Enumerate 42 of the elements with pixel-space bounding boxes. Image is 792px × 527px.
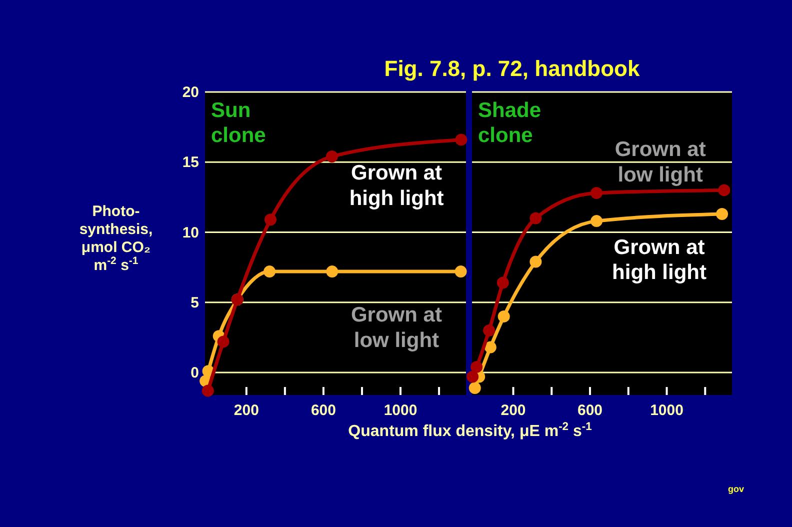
point [264, 214, 276, 226]
x-axis-title: Quantum flux density, μE m$^{-2}$ s$^{-1}$ [348, 421, 592, 440]
y-tick-label: 20 [182, 84, 199, 101]
text: Sun clone [211, 99, 266, 148]
y-tick-label: 15 [182, 154, 199, 172]
text: gov [728, 484, 744, 494]
point [466, 370, 479, 383]
series-label: Grown at high light [349, 162, 444, 210]
caption: Fig. 7.8, p. 72, handbook [384, 56, 641, 81]
y-axis-title: Photo- synthesis, μmol CO₂ m$^{-2}$ s$^{-1}$ [79, 203, 153, 274]
point [530, 256, 542, 268]
point [217, 336, 230, 348]
series-label: Grown at high light [612, 236, 707, 284]
point [470, 360, 483, 373]
x-tick-label: 600 [577, 402, 603, 419]
point [326, 266, 338, 278]
y-tick-label: 0 [190, 364, 199, 382]
point [590, 187, 603, 199]
series-label: Grown at low light [614, 138, 706, 186]
y-tick-label: 10 [182, 224, 199, 242]
point [496, 276, 509, 289]
point [716, 208, 728, 220]
point [483, 324, 496, 336]
y-tick-label: 5 [190, 294, 199, 312]
x-tick-label: 1000 [384, 402, 418, 419]
point [455, 134, 468, 146]
x-tick-label: 200 [500, 402, 526, 419]
point [590, 215, 603, 228]
point [468, 382, 481, 394]
point [498, 310, 510, 322]
text: Shade clone [478, 99, 542, 148]
point [264, 266, 276, 278]
point [454, 266, 467, 278]
x-tick-label: 200 [234, 402, 259, 419]
point [326, 150, 338, 163]
x-tick-label: 1000 [650, 402, 684, 419]
point [718, 184, 730, 196]
x-tick-label: 600 [310, 402, 336, 419]
point [202, 384, 214, 397]
point [484, 341, 496, 354]
point [530, 212, 542, 224]
series-label: Grown at low light [350, 304, 442, 352]
